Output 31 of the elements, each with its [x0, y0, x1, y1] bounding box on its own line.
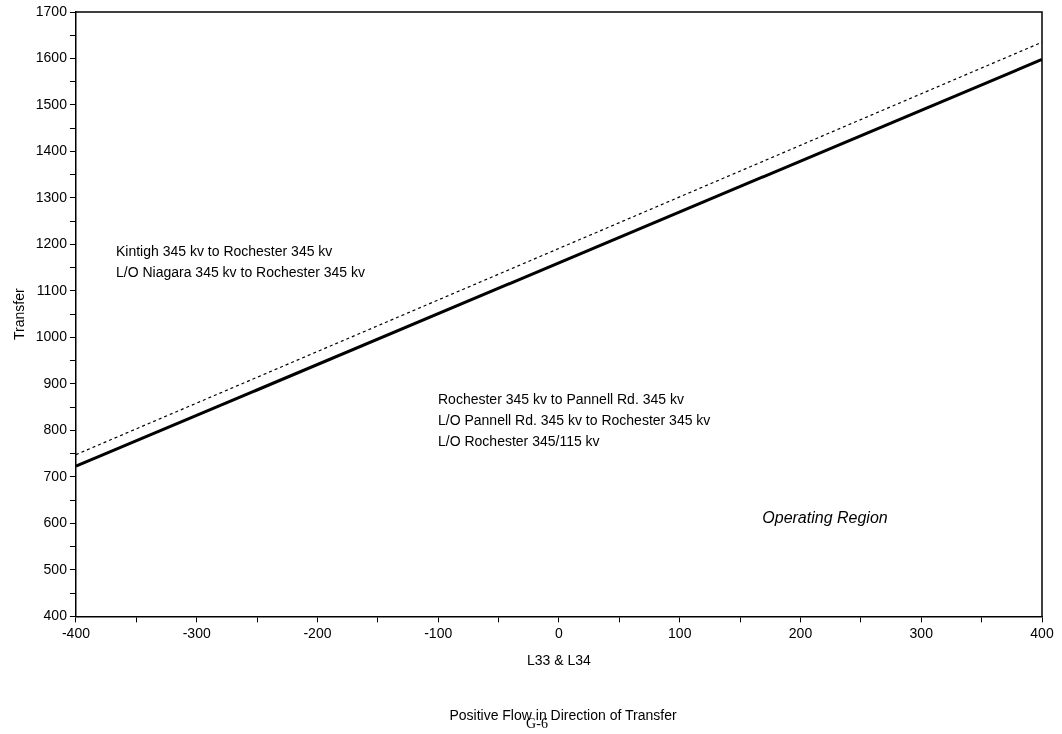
y-tick-label: 800 — [43, 421, 68, 438]
y-tick-label: 1500 — [35, 95, 68, 112]
y-tick-label: 1200 — [35, 235, 68, 252]
annotation: L/O Niagara 345 kv to Rochester 345 kv — [116, 264, 366, 280]
y-tick-label: 600 — [43, 514, 68, 531]
annotation: L/O Pannell Rd. 345 kv to Rochester 345 kv — [438, 412, 711, 428]
x-tick-label: -400 — [61, 624, 91, 641]
x-tick-label: -100 — [424, 624, 453, 641]
y-tick-label: 500 — [43, 560, 68, 577]
x-tick-label: 0 — [555, 624, 564, 641]
x-tick-label: 200 — [788, 624, 813, 641]
x-tick-label: -200 — [303, 624, 332, 641]
y-tick-label: 1600 — [35, 49, 68, 66]
annotation: Operating Region — [762, 509, 888, 526]
annotation: Rochester 345 kv to Pannell Rd. 345 kv — [438, 391, 684, 407]
y-tick-label: 1300 — [35, 188, 68, 205]
y-tick-label: 700 — [43, 467, 68, 484]
x-tick-label: 400 — [1030, 624, 1054, 641]
y-tick-label: 900 — [43, 374, 68, 391]
y-tick-label: 1100 — [36, 281, 68, 298]
x-axis-title: L33 & L34 — [527, 652, 592, 669]
y-tick-label: 1400 — [35, 142, 68, 159]
annotation: L/O Rochester 345/115 kv — [438, 433, 600, 449]
x-tick-label: 100 — [668, 624, 692, 641]
y-tick-label: 1700 — [35, 2, 68, 19]
x-tick-label: 300 — [909, 624, 934, 641]
y-axis-title: Transfer — [11, 288, 28, 340]
annotation: Kintigh 345 kv to Rochester 345 kv — [116, 243, 333, 259]
x-tick-label: -300 — [182, 624, 211, 641]
y-tick-label: 400 — [43, 607, 68, 624]
y-tick-label: 1000 — [35, 328, 68, 345]
